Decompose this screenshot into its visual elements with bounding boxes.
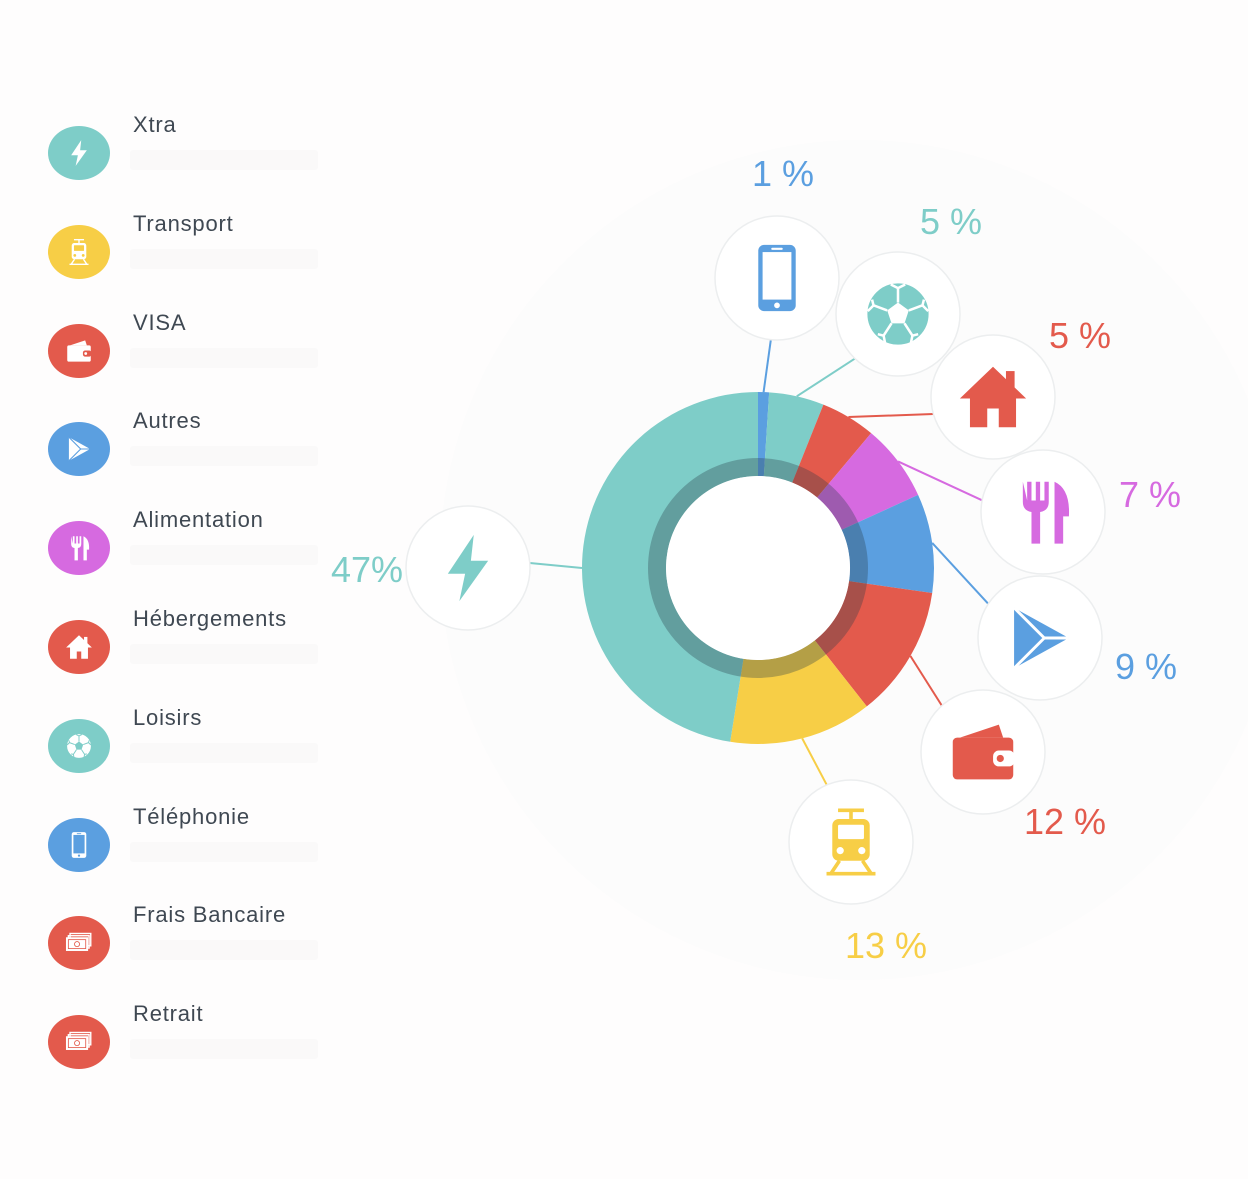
data-label: 7 % [1119, 474, 1181, 515]
connector-line [909, 655, 943, 707]
legend-placeholder-bar [130, 545, 318, 566]
legend-label: Autres [133, 408, 202, 434]
donut-slice [814, 581, 933, 707]
legend-label: Téléphonie [133, 803, 250, 829]
connector-line [801, 737, 828, 786]
legend-placeholder-bar [130, 644, 318, 664]
fork-knife-icon [1022, 481, 1070, 544]
legend-item: Alimentation [48, 507, 348, 587]
soccer-ball-icon [48, 718, 110, 773]
legend-label: Retrait [133, 1001, 204, 1027]
data-label: 5 % [920, 201, 982, 242]
legend-item: Téléphonie [48, 804, 348, 884]
donut-slice [792, 404, 872, 498]
banknotes-icon [48, 916, 110, 971]
legend-item: Loisirs [48, 705, 348, 785]
legend-item: Autres [48, 408, 348, 488]
donut-slice [758, 392, 770, 477]
legend-label: Frais Bancaire [133, 902, 287, 928]
bolt-icon [48, 126, 110, 180]
legend-placeholder-bar [130, 841, 318, 862]
tram-icon [826, 808, 876, 876]
donut-inner-ring [648, 458, 868, 678]
fork-knife-icon [48, 521, 110, 576]
legend-placeholder-bar [130, 742, 318, 763]
legend-label: Hébergements [133, 606, 287, 631]
connector-line [931, 542, 989, 605]
house-icon [48, 620, 110, 674]
legend-label: VISA [133, 309, 187, 335]
legend-label: Alimentation [133, 507, 264, 533]
play-icon [1013, 606, 1069, 670]
connector-line [796, 357, 856, 398]
legend-item: Hébergements [48, 606, 348, 686]
legend-placeholder-bar [130, 248, 318, 269]
data-label: 12 % [1024, 801, 1106, 842]
donut-hole [666, 476, 850, 660]
connector-line [529, 562, 583, 569]
donut-slice [763, 392, 824, 483]
legend-label: Loisirs [133, 704, 203, 730]
data-label: 1 % [752, 153, 814, 194]
bolt-icon [447, 534, 489, 602]
soccer-ball-icon [865, 281, 931, 347]
data-label: 5 % [1049, 315, 1111, 356]
icon-bubble [980, 449, 1106, 575]
legend-item: VISA [48, 310, 348, 390]
legend-item: Frais Bancaire [48, 902, 348, 982]
banknotes-icon [48, 1015, 110, 1070]
play-icon [48, 422, 110, 477]
phone-icon [758, 244, 796, 312]
donut-slice [730, 640, 867, 744]
house-icon [959, 366, 1027, 428]
legend-item: Retrait [48, 1001, 348, 1081]
connector-line [762, 339, 772, 393]
legend: Xtra Transport VISA Autres Alimentation … [0, 0, 360, 1179]
legend-placeholder-bar [130, 940, 318, 961]
connector-line [848, 413, 934, 418]
legend-placeholder-bar [130, 1039, 318, 1060]
wallet-icon [48, 323, 110, 378]
legend-item: Transport [48, 211, 348, 291]
legend-placeholder-bar [130, 150, 318, 170]
donut-slice [817, 433, 919, 530]
legend-placeholder-bar [130, 347, 318, 368]
data-label: 47% [331, 549, 403, 590]
data-label: 13 % [845, 925, 927, 966]
legend-placeholder-bar [130, 446, 318, 467]
legend-label: Transport [133, 210, 234, 236]
legend-item: Xtra [48, 112, 348, 192]
phone-icon [48, 817, 110, 872]
wallet-icon [952, 724, 1015, 780]
tram-icon [48, 224, 110, 279]
legend-label: Xtra [133, 112, 177, 137]
connector-line [897, 460, 983, 502]
data-label: 9 % [1115, 646, 1177, 687]
donut-slice [581, 392, 758, 742]
donut-slice [841, 494, 934, 594]
